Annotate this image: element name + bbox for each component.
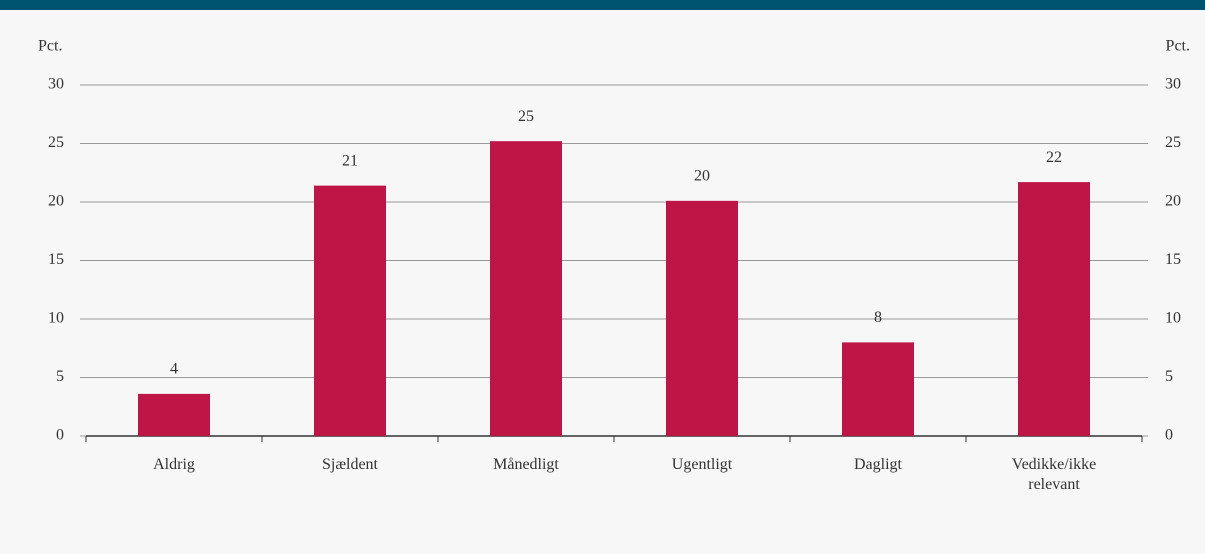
x-tick-label: Dagligt xyxy=(854,456,902,473)
bar xyxy=(490,141,562,436)
y2-tick-label: 20 xyxy=(1165,193,1181,210)
y-tick-label: 15 xyxy=(48,251,64,268)
y-axis-label: Pct. xyxy=(38,38,62,55)
x-tick-label: Ugentligt xyxy=(671,456,733,473)
y2-axis-label: Pct. xyxy=(1166,38,1190,55)
y2-tick-label: 0 xyxy=(1165,427,1173,444)
value-label: 20 xyxy=(694,168,710,185)
bar xyxy=(314,185,386,436)
y-tick-label: 10 xyxy=(48,310,64,327)
value-label: 8 xyxy=(874,309,882,326)
y-tick-label: 25 xyxy=(48,134,64,151)
y2-tick-label: 10 xyxy=(1165,310,1181,327)
y-tick-label: 30 xyxy=(48,76,64,93)
value-label: 21 xyxy=(342,152,358,169)
y2-tick-label: 5 xyxy=(1165,368,1173,385)
x-tick-label: Vedikke/ikke relevant xyxy=(1011,456,1097,493)
x-tick-label: Månedligt xyxy=(493,456,559,473)
bar xyxy=(138,393,210,436)
y-tick-label: 20 xyxy=(48,193,64,210)
value-label: 4 xyxy=(170,361,178,378)
x-tick-label: Aldrig xyxy=(153,456,195,473)
y2-tick-label: 25 xyxy=(1165,134,1181,151)
y2-tick-label: 30 xyxy=(1165,76,1181,93)
bar xyxy=(1018,182,1090,436)
x-tick-label: Sjældent xyxy=(321,456,378,473)
y2-tick-label: 15 xyxy=(1165,251,1181,268)
value-label: 22 xyxy=(1046,149,1062,166)
y-tick-label: 5 xyxy=(56,368,64,385)
header-bar xyxy=(0,0,1205,10)
y-tick-label: 0 xyxy=(56,427,64,444)
bar xyxy=(666,200,738,436)
bar xyxy=(842,342,914,436)
value-label: 25 xyxy=(518,108,534,125)
